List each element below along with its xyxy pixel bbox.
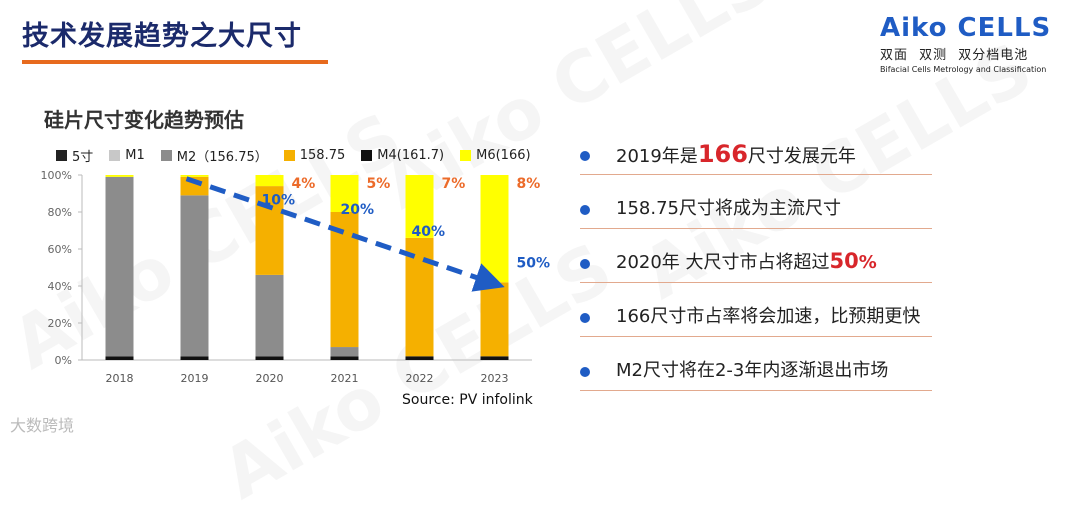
divider [580,390,932,391]
divider [580,174,932,175]
bar-segment [255,356,284,360]
trend-arrow [185,176,505,292]
legend-item: 158.75 [283,146,346,165]
key-point-text: M2尺寸将在2-3年内逐渐退出市场 [616,360,889,381]
bar-segment [330,175,359,212]
bar-segment [405,237,434,357]
legend-label: M4(161.7) [377,148,445,163]
bar-segment [255,186,284,275]
bar-segment [480,175,509,283]
title-underline [22,60,328,64]
key-point-item: M2尺寸将在2-3年内逐渐退出市场 [580,354,940,394]
highlight-number: 50 [829,249,859,273]
bar-segment [105,175,134,177]
divider [580,336,932,337]
data-label: 40% [412,224,446,240]
y-tick-label: 0% [55,354,72,367]
data-label: 50% [517,256,551,272]
logo-wordmark: Aiko CELLS [880,14,1070,42]
data-label: 8% [517,176,541,192]
chart-title: 硅片尺寸变化趋势预估 [44,108,244,132]
legend-swatch [109,150,121,161]
bar-segment [180,195,209,357]
legend-swatch [56,150,67,161]
legend-swatch [460,150,472,161]
bar-segment [480,356,509,360]
x-tick-label: 2022 [406,372,434,385]
legend-item: 5寸 [56,146,93,165]
logo-tagline-en: Bifacial Cells Metrology and Classificat… [880,65,1047,74]
y-tick-label: 60% [48,243,72,256]
bar-segment [180,175,209,177]
legend-swatch [283,150,295,161]
key-point-text: 158.75尺寸将成为主流尺寸 [616,198,841,219]
bar-segment [180,356,209,360]
legend-item: M2（156.75） [160,146,268,165]
brand-logo: Aiko CELLS 双面 双测 双分档电池 Bifacial Cells Me… [880,14,1070,74]
bar-segment [255,175,284,187]
bullet-dot-icon [580,367,590,377]
x-tick-label: 2021 [331,372,359,385]
data-label: 7% [442,176,466,192]
highlight-number: 166 [697,140,748,168]
legend-label: M6(166) [476,148,531,163]
bullet-dot-icon [580,313,590,323]
bar-segment [105,356,134,360]
y-tick-label: 40% [48,280,72,293]
bullet-dot-icon [580,151,590,161]
key-point-item: 158.75尺寸将成为主流尺寸 [580,192,940,232]
key-point-text: 2020年 大尺寸市占将超过50% [616,249,877,273]
key-point-text: 2019年是166尺寸发展元年 [616,140,856,168]
legend-item: M6(166) [460,146,531,165]
y-tick-label: 20% [48,317,72,330]
data-label: 5% [367,176,391,192]
footer-watermark: 大数跨境 [10,416,75,435]
stacked-bar-chart: 0% 20% 40% 60% 80% 100% 2018 2019 2020 2021 2022 20… [41,169,551,385]
legend-label: 5寸 [72,150,94,165]
legend-swatch [361,150,373,161]
divider [580,282,932,283]
legend-label: 158.75 [299,148,346,163]
data-label: 4% [292,176,316,192]
bar-segment [330,347,359,357]
y-tick-label: 100% [41,169,72,182]
bar-segment [105,176,134,357]
x-tick-label: 2019 [181,372,209,385]
legend-label: M2（156.75） [176,150,268,165]
bar-segment [405,175,434,238]
divider [580,228,932,229]
page-title: 技术发展趋势之大尺寸 [22,21,302,52]
y-tick-label: 80% [48,206,72,219]
bullet-dot-icon [580,259,590,269]
bar-segment [255,274,284,357]
data-label: 20% [341,202,375,218]
key-point-item: 2019年是166尺寸发展元年 [580,138,940,178]
key-point-item: 166尺寸市占率将会加速，比预期更快 [580,300,940,340]
legend-item: M4(161.7) [361,146,444,165]
x-tick-label: 2018 [106,372,134,385]
chart-legend: 5寸 M1 M2（156.75） 158.75 M4(161.7) M6(166) [56,146,531,165]
legend-swatch [160,150,172,161]
logo-tagline: 双面 双测 双分档电池 [880,48,1029,63]
logo-text: Aiko CELLS [880,13,1052,43]
bar-segment [330,356,359,360]
x-tick-label: 2023 [481,372,509,385]
legend-label: M1 [125,148,145,163]
key-point-item: 2020年 大尺寸市占将超过50% [580,246,940,286]
key-point-text: 166尺寸市占率将会加速，比预期更快 [616,306,921,327]
bar-segment [330,212,359,348]
chart-source: Source: PV infolink [402,392,533,408]
data-label: 10% [262,193,296,209]
legend-item: M1 [109,146,145,165]
bar-segment [480,282,509,357]
bar-segment [405,356,434,360]
bullet-dot-icon [580,205,590,215]
x-tick-label: 2020 [256,372,284,385]
